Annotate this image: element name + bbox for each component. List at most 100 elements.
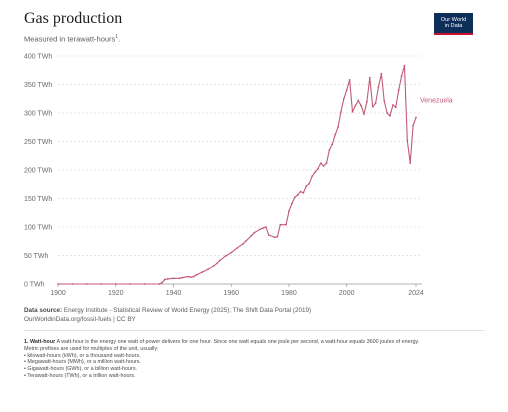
data-point[interactable] <box>380 72 383 75</box>
data-point[interactable] <box>406 139 409 142</box>
data-point[interactable] <box>305 185 308 187</box>
data-point[interactable] <box>363 113 365 116</box>
data-point[interactable] <box>415 116 417 119</box>
data-point[interactable] <box>377 85 380 88</box>
data-point[interactable] <box>253 231 256 234</box>
data-point[interactable] <box>368 76 371 79</box>
footnote-title: 1. Watt-hour <box>24 339 56 345</box>
data-point[interactable] <box>71 283 74 285</box>
data-point[interactable] <box>273 236 276 239</box>
data-point[interactable] <box>114 283 117 285</box>
source-link[interactable]: OurWorldinData.org/fossil-fuels | CC BY <box>24 316 136 323</box>
data-point[interactable] <box>189 276 192 279</box>
data-point[interactable] <box>224 255 227 257</box>
data-point[interactable] <box>334 133 337 136</box>
data-point[interactable] <box>337 126 339 129</box>
data-point[interactable] <box>366 100 368 103</box>
data-point[interactable] <box>302 191 305 194</box>
data-point[interactable] <box>345 89 348 92</box>
data-point[interactable] <box>172 277 175 280</box>
data-point[interactable] <box>394 106 397 109</box>
data-point[interactable] <box>340 110 342 113</box>
data-point[interactable] <box>262 227 264 230</box>
data-point[interactable] <box>158 283 160 285</box>
data-point[interactable] <box>207 268 210 271</box>
data-point[interactable] <box>331 143 334 146</box>
data-point[interactable] <box>57 283 59 285</box>
data-point[interactable] <box>279 223 282 226</box>
data-point[interactable] <box>322 165 325 167</box>
y-tick-label: 150 TWh <box>24 196 52 203</box>
data-point[interactable] <box>244 240 247 243</box>
data-point[interactable] <box>308 182 311 185</box>
footnote-item: Terawatt-hours (TWh), or a trillion watt… <box>24 373 454 380</box>
data-point[interactable] <box>371 105 374 108</box>
data-point[interactable] <box>178 277 181 280</box>
data-point[interactable] <box>230 251 233 254</box>
data-point[interactable] <box>143 283 146 285</box>
y-tick-label: 350 TWh <box>24 82 52 89</box>
data-point[interactable] <box>100 283 103 285</box>
data-point[interactable] <box>250 234 253 237</box>
owid-logo[interactable]: Our World in Data <box>434 13 473 35</box>
data-point[interactable] <box>296 194 299 196</box>
divider <box>24 330 484 331</box>
data-point[interactable] <box>319 162 322 165</box>
data-point[interactable] <box>293 196 296 199</box>
data-point[interactable] <box>311 175 313 178</box>
data-point[interactable] <box>259 228 261 231</box>
data-point[interactable] <box>129 283 132 285</box>
data-point[interactable] <box>288 210 290 212</box>
y-axis-ticks: 0 TWh 50 TWh 100 TWh 150 TWh 200 TWh 250 TWh 3… <box>24 54 52 289</box>
data-point[interactable] <box>285 223 287 226</box>
data-point[interactable] <box>351 110 354 113</box>
data-point[interactable] <box>85 283 88 285</box>
data-point[interactable] <box>328 149 331 151</box>
data-point[interactable] <box>267 234 270 236</box>
data-point[interactable] <box>316 167 319 170</box>
data-point[interactable] <box>389 114 391 117</box>
y-tick-label: 50 TWh <box>24 253 48 260</box>
data-point[interactable] <box>276 235 279 238</box>
data-point[interactable] <box>360 104 363 107</box>
data-point[interactable] <box>342 97 345 100</box>
data-point[interactable] <box>187 275 189 278</box>
data-point[interactable] <box>166 277 169 280</box>
y-tick-label: 300 TWh <box>24 111 52 118</box>
data-point[interactable] <box>392 104 394 106</box>
footnote-ref[interactable]: 1 <box>115 34 119 40</box>
data-point[interactable] <box>400 75 403 77</box>
data-point[interactable] <box>409 162 412 165</box>
data-point[interactable] <box>163 278 166 281</box>
y-tick-label: 400 TWh <box>24 54 52 61</box>
data-point[interactable] <box>383 100 386 102</box>
data-point[interactable] <box>397 89 400 92</box>
data-point[interactable] <box>357 99 360 102</box>
y-tick-label: 100 TWh <box>24 225 52 232</box>
data-point[interactable] <box>218 259 221 262</box>
footnote-item: Gigawatt-hours (GWh), or a billion watt-… <box>24 366 454 373</box>
data-point[interactable] <box>354 104 357 107</box>
data-point[interactable] <box>236 247 238 249</box>
data-point[interactable] <box>348 79 351 81</box>
data-point[interactable] <box>213 264 215 267</box>
data-point[interactable] <box>181 276 184 279</box>
data-point[interactable] <box>215 262 218 265</box>
data-point[interactable] <box>386 112 389 114</box>
data-point[interactable] <box>161 281 163 284</box>
data-point[interactable] <box>374 102 377 105</box>
series-line-venezuela[interactable] <box>58 65 417 285</box>
data-point[interactable] <box>201 271 204 273</box>
data-point[interactable] <box>412 124 415 127</box>
data-point[interactable] <box>195 273 198 276</box>
data-point[interactable] <box>192 275 195 278</box>
data-point[interactable] <box>325 162 328 165</box>
data-point[interactable] <box>403 64 406 67</box>
data-point[interactable] <box>314 171 316 174</box>
data-point[interactable] <box>290 202 293 205</box>
data-point[interactable] <box>264 226 267 228</box>
chart-title: Gas production <box>24 10 123 27</box>
data-point[interactable] <box>299 190 302 193</box>
data-point[interactable] <box>241 243 244 246</box>
series-label[interactable]: Venezuela <box>420 98 453 105</box>
